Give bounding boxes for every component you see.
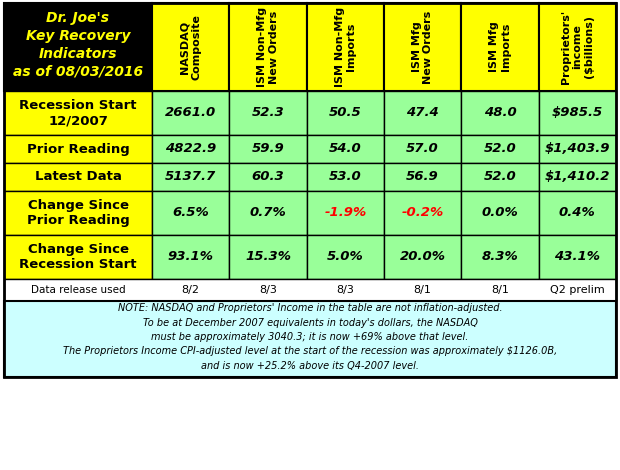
Text: 48.0: 48.0 — [484, 107, 516, 119]
Bar — [461, 191, 539, 235]
Text: Change Since
Recession Start: Change Since Recession Start — [19, 243, 137, 271]
Text: Recession Start
12/2007: Recession Start 12/2007 — [19, 99, 137, 127]
Text: $985.5: $985.5 — [552, 107, 603, 119]
Bar — [461, 235, 539, 279]
Bar — [4, 163, 152, 191]
Text: 6.5%: 6.5% — [172, 206, 209, 219]
Text: 8.3%: 8.3% — [482, 251, 518, 264]
Text: Dr. Joe's
Key Recovery
Indicators
as of 08/03/2016: Dr. Joe's Key Recovery Indicators as of … — [13, 11, 143, 79]
Bar — [461, 135, 539, 163]
Bar — [4, 279, 616, 301]
Bar — [539, 3, 616, 91]
Bar — [229, 163, 307, 191]
Text: 8/1: 8/1 — [414, 285, 432, 295]
Bar — [384, 235, 461, 279]
Text: 56.9: 56.9 — [406, 171, 439, 183]
Bar — [539, 163, 616, 191]
Text: 57.0: 57.0 — [406, 142, 439, 156]
Bar — [229, 3, 307, 91]
Bar — [4, 235, 152, 279]
Bar — [4, 3, 152, 91]
Bar — [539, 135, 616, 163]
Bar — [307, 163, 384, 191]
Text: 60.3: 60.3 — [252, 171, 285, 183]
Bar — [4, 3, 616, 377]
Text: 54.0: 54.0 — [329, 142, 361, 156]
Text: 5.0%: 5.0% — [327, 251, 364, 264]
Text: 93.1%: 93.1% — [167, 251, 214, 264]
Bar — [461, 163, 539, 191]
Text: 53.0: 53.0 — [329, 171, 361, 183]
Text: 0.7%: 0.7% — [250, 206, 286, 219]
Text: 4822.9: 4822.9 — [165, 142, 216, 156]
Bar — [4, 301, 616, 377]
Text: NASDAQ
Composite: NASDAQ Composite — [180, 14, 202, 80]
Bar — [152, 235, 229, 279]
Text: 8/3: 8/3 — [337, 285, 354, 295]
Bar — [384, 3, 461, 91]
Text: -1.9%: -1.9% — [324, 206, 366, 219]
Bar — [539, 191, 616, 235]
Bar — [307, 191, 384, 235]
Bar — [307, 91, 384, 135]
Bar — [461, 91, 539, 135]
Text: Latest Data: Latest Data — [35, 171, 122, 183]
Text: ISM Non-Mfg
New Orders: ISM Non-Mfg New Orders — [257, 7, 279, 87]
Bar — [307, 235, 384, 279]
Text: 0.4%: 0.4% — [559, 206, 596, 219]
Text: 8/2: 8/2 — [182, 285, 200, 295]
Bar — [152, 135, 229, 163]
Bar — [384, 191, 461, 235]
Bar — [539, 91, 616, 135]
Bar — [152, 91, 229, 135]
Text: 52.0: 52.0 — [484, 142, 516, 156]
Bar — [384, 163, 461, 191]
Text: 50.5: 50.5 — [329, 107, 361, 119]
Text: $1,410.2: $1,410.2 — [544, 171, 610, 183]
Bar — [229, 235, 307, 279]
Text: 20.0%: 20.0% — [400, 251, 446, 264]
Text: Data release used: Data release used — [30, 285, 125, 295]
Text: Prior Reading: Prior Reading — [27, 142, 130, 156]
Text: NOTE: NASDAQ and Proprietors' Income in the table are not inflation-adjusted.
To: NOTE: NASDAQ and Proprietors' Income in … — [63, 303, 557, 371]
Bar — [152, 191, 229, 235]
Text: $1,403.9: $1,403.9 — [544, 142, 610, 156]
Text: 5137.7: 5137.7 — [165, 171, 216, 183]
Bar — [4, 135, 152, 163]
Text: 52.3: 52.3 — [252, 107, 285, 119]
Text: ISM Mfg
New Orders: ISM Mfg New Orders — [412, 10, 433, 84]
Bar — [229, 191, 307, 235]
Bar — [152, 3, 229, 91]
Text: -0.2%: -0.2% — [402, 206, 444, 219]
Bar — [384, 91, 461, 135]
Bar — [4, 191, 152, 235]
Text: 59.9: 59.9 — [252, 142, 285, 156]
Bar — [229, 135, 307, 163]
Text: 43.1%: 43.1% — [554, 251, 600, 264]
Text: Proprietors'
income
($billions): Proprietors' income ($billions) — [560, 10, 594, 84]
Bar — [229, 91, 307, 135]
Text: 8/1: 8/1 — [491, 285, 509, 295]
Bar — [384, 135, 461, 163]
Bar — [307, 135, 384, 163]
Text: 2661.0: 2661.0 — [165, 107, 216, 119]
Text: 47.4: 47.4 — [406, 107, 439, 119]
Text: 15.3%: 15.3% — [245, 251, 291, 264]
Text: Q2 prelim: Q2 prelim — [550, 285, 604, 295]
Bar — [539, 235, 616, 279]
Text: 52.0: 52.0 — [484, 171, 516, 183]
Text: 0.0%: 0.0% — [482, 206, 518, 219]
Bar — [461, 3, 539, 91]
Bar — [307, 3, 384, 91]
Text: ISM Non-Mfg
Imports: ISM Non-Mfg Imports — [335, 7, 356, 87]
Text: 8/3: 8/3 — [259, 285, 277, 295]
Text: ISM Mfg
Imports: ISM Mfg Imports — [489, 22, 511, 72]
Bar — [4, 91, 152, 135]
Bar — [152, 163, 229, 191]
Text: Change Since
Prior Reading: Change Since Prior Reading — [27, 199, 130, 227]
